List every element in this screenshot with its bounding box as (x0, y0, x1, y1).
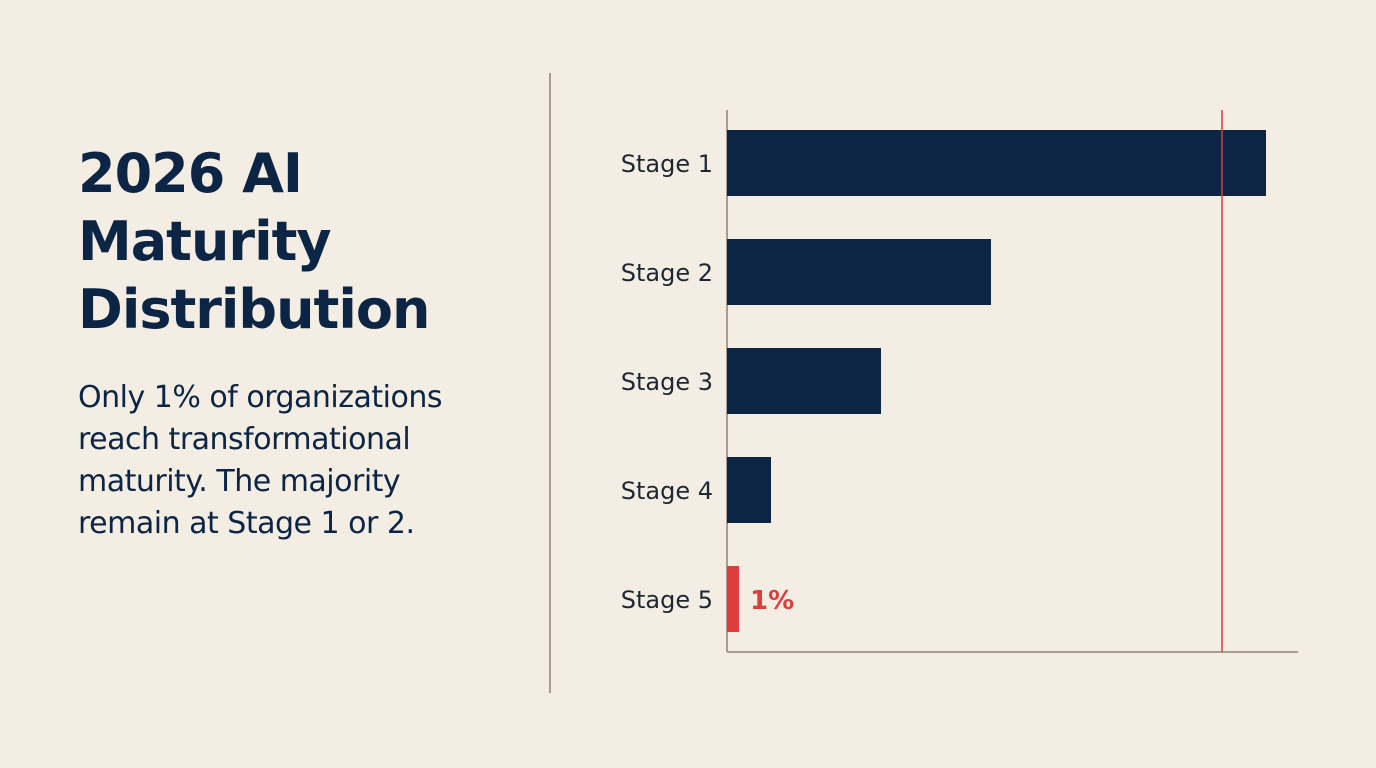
vertical-divider (549, 73, 551, 693)
page-subtitle: Only 1% of organizations reach transform… (78, 380, 443, 541)
bar-stage-4 (727, 457, 771, 523)
data-label: 1% (750, 586, 794, 616)
y-tick-label: Stage 2 (621, 259, 713, 287)
y-tick-label: Stage 4 (621, 477, 713, 505)
bar-stage-3 (727, 348, 881, 414)
bar-stage-1 (727, 130, 1266, 196)
bar-stage-2 (727, 239, 991, 305)
y-tick-label: Stage 3 (621, 368, 713, 396)
y-tick-label: Stage 1 (621, 150, 713, 178)
page-title: 2026 AI Maturity Distribution (78, 142, 430, 341)
bar-stage-5 (727, 566, 739, 632)
heading-panel: 2026 AI Maturity Distribution Only 1% of… (78, 140, 518, 545)
y-tick-label: Stage 5 (621, 586, 713, 614)
